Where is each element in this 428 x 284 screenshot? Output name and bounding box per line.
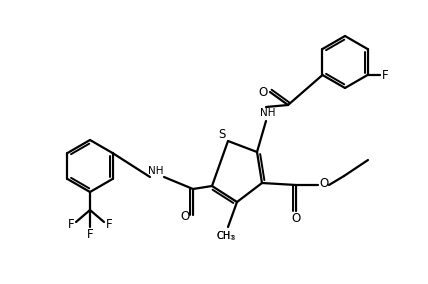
Text: F: F [106, 218, 112, 231]
Text: NH: NH [260, 108, 276, 118]
Text: O: O [180, 210, 190, 224]
Text: O: O [259, 85, 268, 99]
Text: NH: NH [148, 166, 164, 176]
Text: O: O [291, 212, 300, 225]
Text: F: F [87, 229, 93, 241]
Text: F: F [68, 218, 74, 231]
Text: CH₃: CH₃ [217, 231, 235, 241]
Text: CH$_3$: CH$_3$ [216, 229, 236, 243]
Text: F: F [382, 68, 389, 82]
Text: O: O [319, 176, 329, 189]
Text: S: S [218, 128, 226, 141]
